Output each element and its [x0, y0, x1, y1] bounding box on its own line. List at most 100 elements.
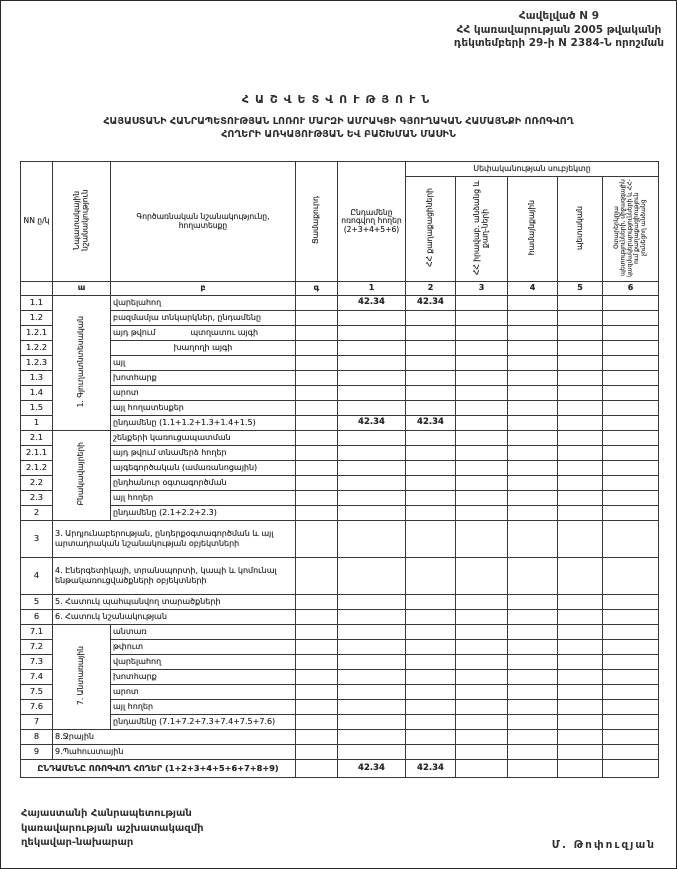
row-label: անտառ: [110, 624, 296, 640]
signatory-line1: Հայաստանի Հանրապետության: [21, 808, 192, 819]
row-number: 6: [20, 609, 53, 625]
value-cell: [507, 624, 558, 640]
row-label: խաղողի այգի: [110, 340, 296, 356]
table-row: 1.5 այլ հողատեսքեր: [20, 400, 660, 416]
value-cell: [337, 744, 406, 760]
table-row: 7 ընդամենը (7.1+7.2+7.3+7.4+7.5+7.6): [20, 714, 660, 730]
value-cell: [405, 744, 456, 760]
value-cell: [405, 729, 456, 745]
row-number: 1.2.2: [20, 340, 53, 356]
value-cell: [337, 370, 406, 386]
col-header-drained: Ցամաքուրդ: [295, 161, 338, 282]
value-cell: [557, 490, 603, 506]
table-row: ԸՆԴԱՄԵՆԸ ՈՌՈԳՎՈՂ ՀՈՂԵՐ (1+2+3+4+5+6+7+8+…: [20, 759, 660, 778]
value-cell: [455, 370, 508, 386]
value-cell: [557, 729, 603, 745]
value-cell: [557, 639, 603, 655]
value-cell: [405, 609, 456, 625]
value-cell: [455, 415, 508, 431]
value-cell: [507, 759, 558, 778]
row-label: այլ հողատեսքեր: [110, 400, 296, 416]
table-row: 2.3 այլ հողեր: [20, 490, 660, 506]
value-cell: [337, 557, 406, 595]
value-cell: [295, 639, 338, 655]
value-cell: [337, 624, 406, 640]
value-cell: [601, 385, 660, 401]
value-cell: [507, 684, 558, 700]
table-row: 2 ընդամենը (2.1+2.2+2.3): [20, 505, 660, 521]
table-row: 7.2 թփուտ: [20, 639, 660, 655]
value-cell: [455, 400, 508, 416]
value-cell: [295, 759, 338, 778]
value-cell: [557, 430, 603, 446]
value-cell: [337, 310, 406, 326]
value-cell: [557, 460, 603, 476]
row-number: 2: [20, 505, 53, 521]
report-subtitle-line2: ՀՈՂԵՐԻ ԱՌԿԱՅՈՒԹՅԱՆ ԵՎ ԲԱՇԽՄԱՆ ՄԱՍԻՆ: [221, 129, 456, 141]
value-cell: [601, 400, 660, 416]
row-number: 7: [20, 714, 53, 730]
table-row: 1.1 1. Գյուղատնտեսական վարելահող 42.34 42.34: [20, 295, 660, 431]
value-cell: [455, 520, 508, 558]
value-cell: [337, 684, 406, 700]
row-number: 1.2: [20, 310, 53, 326]
col-header-community-label: համայնքային: [527, 199, 537, 256]
table-row: 5 5. Հատուկ պահպանվող տարածքների: [20, 594, 660, 610]
value-cell: [455, 699, 508, 715]
row-label: 9.Պահուստային: [52, 744, 296, 760]
col-header-total-irrigated: Ընդամենը ոռոգվող հողեր (2+3+4+5+6): [337, 161, 406, 282]
table-row: 4 4. Էներգետիկայի, տրանսպորտի, կապի և կոմ…: [20, 557, 660, 595]
value-cell: [405, 460, 456, 476]
value-cell: [337, 460, 406, 476]
report-table-body: ա բ գ 1 2 3 4 5 6 1.1 1. Գյուղատնտեսական վարելահող 4…: [20, 281, 660, 778]
col-header-purpose-label: Նպատակային նշանակություն: [71, 189, 90, 251]
row-label: վարելահող: [110, 654, 296, 670]
value-cell: [557, 340, 603, 356]
row-number: 7.5: [20, 684, 53, 700]
value-cell: [455, 654, 508, 670]
table-row: 7.4 խոտհարք: [20, 669, 660, 685]
value-cell: [557, 520, 603, 558]
column-index-cell: 2: [405, 281, 456, 296]
table-row: 1.2.1 այդ թվում պտղատու այգի: [20, 325, 660, 341]
value-cell: [557, 624, 603, 640]
value-cell: [557, 325, 603, 341]
value-cell: [405, 445, 456, 461]
value-cell: 42.34: [337, 759, 406, 778]
row-label: վարելահող: [110, 295, 296, 311]
value-cell: [295, 729, 338, 745]
value-cell: [455, 729, 508, 745]
value-cell: [337, 654, 406, 670]
table-row: 8 8.Ջրային: [20, 729, 660, 745]
value-cell: [601, 355, 660, 371]
value-cell: [601, 460, 660, 476]
value-cell: [295, 340, 338, 356]
value-cell: [601, 445, 660, 461]
value-cell: [295, 505, 338, 521]
signatory-line3: ղեկավար-նախարար: [21, 837, 134, 848]
value-cell: [455, 310, 508, 326]
appendix-reference: Հավելված N 9 ՀՀ կառավարության 2005 թվակա…: [454, 10, 664, 51]
appendix-line2: ՀՀ կառավարության 2005 թվականի: [456, 23, 662, 36]
row-number: 2.1.1: [20, 445, 53, 461]
row-number: 1.2.1: [20, 325, 53, 341]
value-cell: [337, 490, 406, 506]
row-label: խոտհարք: [110, 370, 296, 386]
value-cell: [507, 355, 558, 371]
value-cell: [295, 699, 338, 715]
value-cell: [337, 475, 406, 491]
value-cell: [295, 400, 338, 416]
value-cell: [455, 669, 508, 685]
value-cell: [405, 520, 456, 558]
value-cell: [601, 430, 660, 446]
value-cell: [455, 684, 508, 700]
value-cell: [557, 295, 603, 311]
report-subtitle-line1: ՀԱՅԱՍՏԱՆԻ ՀԱՆՐԱՊԵՏՈՒԹՅԱՆ ԼՈՌՈՒ ՄԱՐԶԻ ԱՄՐ…: [103, 116, 574, 127]
table-row: 1.3 խոտհարք: [20, 370, 660, 386]
value-cell: [455, 594, 508, 610]
value-cell: [507, 415, 558, 431]
report-title: ՀԱՇՎԵՏՎՈՒԹՅՈՒՆ: [241, 93, 436, 106]
row-label: 3. Արդյունաբերության, ընդերքօգտագործման …: [52, 520, 296, 558]
value-cell: [455, 325, 508, 341]
